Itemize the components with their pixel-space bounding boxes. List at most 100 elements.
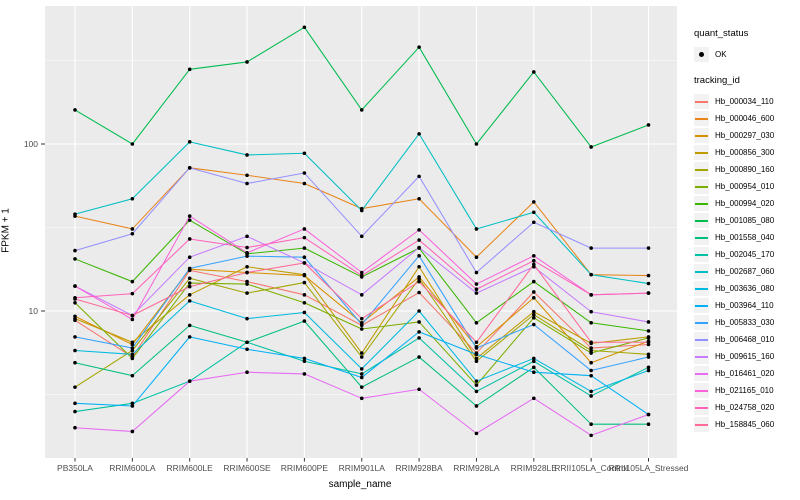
legend-line-icon <box>695 168 708 171</box>
data-point <box>130 291 135 296</box>
x-tick-label: RRIM928BA <box>395 463 443 473</box>
data-point <box>302 319 307 323</box>
data-point <box>646 352 651 357</box>
data-point <box>187 166 192 170</box>
data-point <box>532 316 536 320</box>
legend-swatch <box>694 332 709 347</box>
legend-item-label: Hb_024758_020 <box>715 403 775 412</box>
data-point <box>417 290 421 295</box>
data-point <box>130 227 135 231</box>
data-point <box>245 316 249 321</box>
data-point <box>302 25 307 30</box>
legend-title-tracking-id: tracking_id <box>694 75 740 86</box>
data-point <box>646 412 651 417</box>
data-point <box>359 273 364 278</box>
data-point <box>302 235 307 240</box>
data-point <box>245 282 249 286</box>
legend-item: Hb_158845_060 <box>694 416 800 433</box>
legend-item-label: Hb_000954_010 <box>715 182 775 191</box>
legend-swatch <box>694 213 709 228</box>
data-point <box>359 293 364 297</box>
data-point <box>187 276 192 281</box>
x-tick-label: RRIM600SE <box>223 463 271 473</box>
data-point <box>589 394 593 398</box>
legend-title-quant-status: quant_status <box>694 28 749 39</box>
legend-line-icon <box>695 321 708 324</box>
data-point <box>245 254 249 258</box>
legend-item-label: Hb_002687_060 <box>715 267 775 276</box>
data-point <box>474 383 479 387</box>
data-point <box>73 360 77 365</box>
legend-line-icon <box>695 270 708 273</box>
legend-item-label: Hb_005833_030 <box>715 318 775 327</box>
data-point <box>73 297 77 301</box>
data-point <box>474 255 479 259</box>
legend-panel: quant_status OK tracking_id Hb_000034_11… <box>694 28 800 433</box>
legend-line-icon <box>695 287 708 290</box>
legend-item: Hb_000297_030 <box>694 127 800 144</box>
legend-line-icon <box>695 185 708 188</box>
legend-swatch <box>694 400 709 415</box>
legend-swatch <box>694 162 709 177</box>
x-tick-label: RRIM600LE <box>167 463 214 473</box>
data-point <box>73 284 77 288</box>
x-tick-label: RRIM600LA <box>109 463 156 473</box>
data-point <box>245 251 249 255</box>
data-point <box>245 291 249 295</box>
data-point <box>474 270 479 275</box>
x-tick-label: PB350LA <box>57 463 93 473</box>
data-point <box>646 355 651 359</box>
data-point <box>474 282 479 286</box>
data-point <box>359 396 364 401</box>
data-point <box>532 279 536 284</box>
legend-item: Hb_000994_020 <box>694 195 800 212</box>
legend-swatch <box>694 247 709 262</box>
data-point <box>187 140 192 144</box>
legend-swatch <box>694 111 709 126</box>
data-point <box>130 429 135 434</box>
data-point <box>474 320 479 325</box>
data-point <box>73 348 77 353</box>
data-point <box>302 359 307 364</box>
data-point <box>417 45 421 49</box>
data-point <box>187 323 192 328</box>
data-point <box>474 291 479 295</box>
legend-item: Hb_000954_010 <box>694 178 800 195</box>
data-point <box>130 313 135 318</box>
data-point <box>130 346 135 350</box>
data-point <box>532 210 536 215</box>
data-point <box>187 293 192 297</box>
data-point <box>73 425 77 430</box>
data-point <box>474 389 479 394</box>
legend-item-label: Hb_006468_010 <box>715 335 775 344</box>
point-swatch <box>694 47 709 62</box>
legend-swatch <box>694 281 709 296</box>
data-point <box>417 228 421 232</box>
data-point <box>359 372 364 376</box>
legend-line-icon <box>695 304 708 307</box>
y-tick-label: 10 <box>29 306 39 316</box>
data-point <box>130 404 135 408</box>
data-point <box>417 320 421 324</box>
x-tick-label: RRII105LA_Control <box>554 463 628 473</box>
legend-item-label: Hb_000890_160 <box>715 165 775 174</box>
data-point <box>245 264 249 269</box>
data-point <box>532 200 536 204</box>
data-point <box>417 276 421 281</box>
x-tick-label: RRIM928LE <box>511 463 558 473</box>
legend-swatch <box>694 145 709 160</box>
data-point <box>474 287 479 292</box>
data-point <box>474 346 479 350</box>
legend-line-icon <box>695 134 708 137</box>
data-point <box>417 336 421 340</box>
legend-swatch <box>694 383 709 398</box>
data-point <box>302 246 307 250</box>
y-axis-title: FPKM + 1 <box>0 208 12 253</box>
legend-item: Hb_003636_080 <box>694 280 800 297</box>
data-point <box>589 368 593 373</box>
data-point <box>417 238 421 242</box>
plot-panel <box>45 6 677 458</box>
data-point <box>302 280 307 285</box>
data-point <box>359 355 364 359</box>
